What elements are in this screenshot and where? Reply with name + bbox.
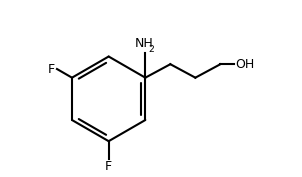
Text: OH: OH <box>235 58 254 71</box>
Text: F: F <box>105 160 112 173</box>
Text: 2: 2 <box>149 45 154 54</box>
Text: F: F <box>48 62 55 76</box>
Text: NH: NH <box>135 37 154 50</box>
